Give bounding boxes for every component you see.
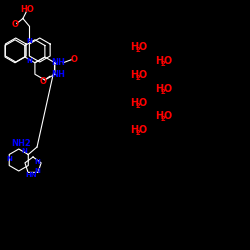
Text: N: N [35, 159, 41, 165]
Text: NH2: NH2 [11, 139, 31, 148]
Text: H: H [155, 56, 163, 66]
Text: O: O [164, 56, 172, 66]
Text: H: H [155, 111, 163, 121]
Text: N: N [26, 58, 32, 64]
Text: NH: NH [52, 70, 66, 79]
Text: N: N [22, 148, 28, 154]
Text: 2: 2 [136, 75, 140, 81]
Text: O: O [139, 42, 147, 52]
Text: 2: 2 [136, 48, 140, 54]
Text: 2: 2 [160, 89, 165, 95]
Text: O: O [12, 20, 19, 29]
Text: N: N [6, 156, 12, 162]
Text: 2: 2 [136, 130, 140, 136]
Text: H: H [130, 42, 138, 52]
Text: 2: 2 [160, 116, 165, 122]
Text: N: N [26, 38, 32, 44]
Text: O: O [139, 98, 147, 108]
Text: O: O [139, 125, 147, 135]
Text: 2: 2 [160, 61, 165, 67]
Text: H: H [130, 70, 138, 80]
Text: O: O [70, 54, 77, 64]
Text: O: O [139, 70, 147, 80]
Text: NH: NH [52, 58, 66, 67]
Text: O: O [40, 77, 47, 86]
Text: H: H [155, 84, 163, 94]
Text: O: O [164, 111, 172, 121]
Text: 2: 2 [136, 102, 140, 108]
Text: N: N [35, 168, 41, 173]
Text: HO: HO [20, 5, 34, 14]
Text: HN: HN [26, 172, 37, 178]
Text: O: O [164, 84, 172, 94]
Text: H: H [130, 98, 138, 108]
Text: H: H [130, 125, 138, 135]
